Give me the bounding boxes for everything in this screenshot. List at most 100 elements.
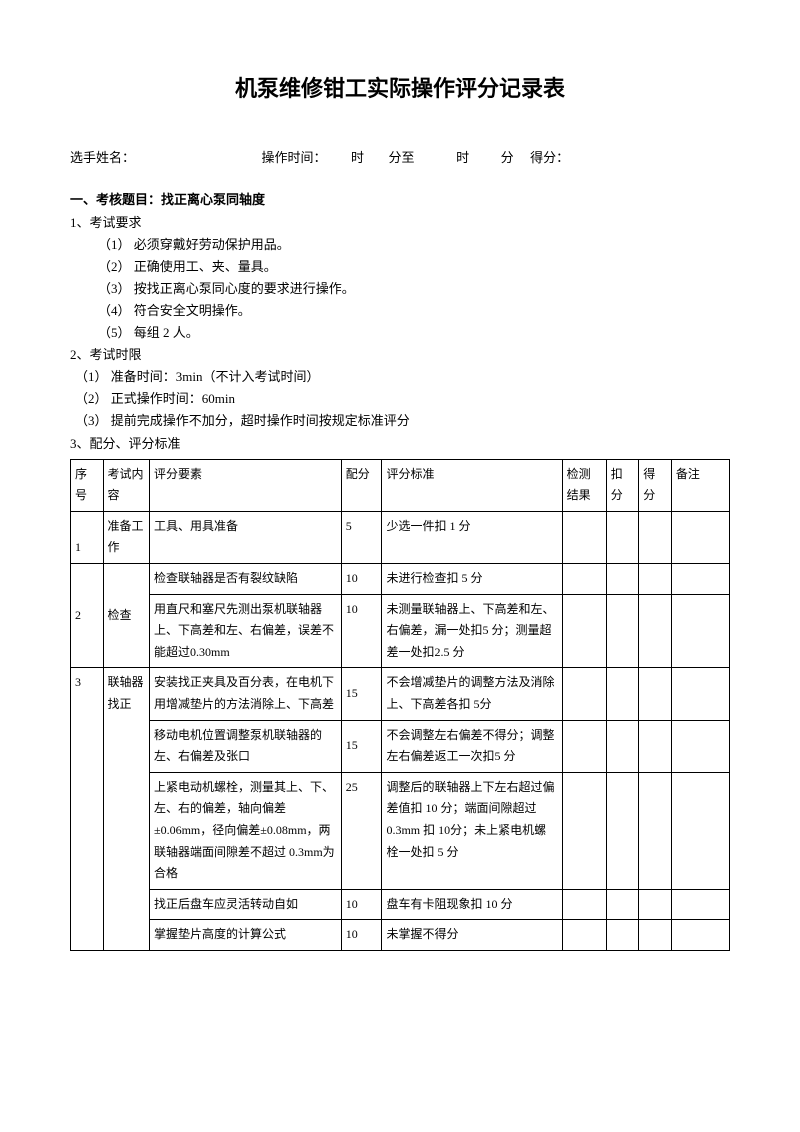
cell-content: 检查 [103, 563, 149, 667]
cell-element: 检查联轴器是否有裂纹缺陷 [150, 563, 342, 594]
cell-get [639, 920, 672, 951]
cell-deduct [606, 594, 639, 668]
cell-seq: 2 [71, 563, 104, 667]
table-row: 上紧电动机螺栓，测量其上、下、左、右的偏差，轴向偏差±0.06mm，径向偏差±0… [71, 772, 730, 889]
item2: 2、考试时限 [70, 344, 730, 366]
cell-result [562, 511, 606, 563]
cell-element: 掌握垫片高度的计算公式 [150, 920, 342, 951]
cell-standard: 不会调整左右偏差不得分；调整左右偏差返工一次扣5 分 [382, 720, 562, 772]
cell-remark [671, 511, 729, 563]
time-m2: 分 [501, 147, 514, 169]
time-m: 分至 [389, 147, 415, 169]
cell-get [639, 668, 672, 720]
cell-standard: 不会增减垫片的调整方法及消除上、下高差各扣 5分 [382, 668, 562, 720]
cell-element: 移动电机位置调整泵机联轴器的左、右偏差及张口 [150, 720, 342, 772]
cell-get [639, 889, 672, 920]
header-element: 评分要素 [150, 459, 342, 511]
header-content: 考试内容 [103, 459, 149, 511]
cell-deduct [606, 668, 639, 720]
sub2: （2） 正确使用工、夹、量具。 [98, 256, 730, 278]
document-title: 机泵维修钳工实际操作评分记录表 [70, 70, 730, 107]
cell-standard: 未掌握不得分 [382, 920, 562, 951]
cell-deduct [606, 920, 639, 951]
sub3: （3） 按找正离心泵同心度的要求进行操作。 [98, 278, 730, 300]
cell-standard: 调整后的联轴器上下左右超过偏差值扣 10 分；端面间隙超过 0.3mm 扣 10… [382, 772, 562, 889]
cell-remark [671, 920, 729, 951]
table-row: 掌握垫片高度的计算公式 10 未掌握不得分 [71, 920, 730, 951]
scoring-table: 序号 考试内容 评分要素 配分 评分标准 检测结果 扣分 得分 备注 1 准备工… [70, 459, 730, 951]
cell-standard: 盘车有卡阻现象扣 10 分 [382, 889, 562, 920]
cell-get [639, 594, 672, 668]
cell-get [639, 511, 672, 563]
cell-deduct [606, 511, 639, 563]
cell-element: 安装找正夹具及百分表，在电机下用增减垫片的方法消除上、下高差 [150, 668, 342, 720]
time-label: 操作时间： [262, 147, 327, 169]
sub1: （1） 必须穿戴好劳动保护用品。 [98, 234, 730, 256]
cell-deduct [606, 772, 639, 889]
cell-remark [671, 720, 729, 772]
table-row: 3 联轴器找正 安装找正夹具及百分表，在电机下用增减垫片的方法消除上、下高差 1… [71, 668, 730, 720]
cell-score: 25 [341, 772, 382, 889]
item1: 1、考试要求 [70, 212, 730, 234]
table-row: 2 检查 检查联轴器是否有裂纹缺陷 10 未进行检查扣 5 分 [71, 563, 730, 594]
cell-get [639, 563, 672, 594]
cell-seq: 1 [71, 511, 104, 563]
cell-result [562, 594, 606, 668]
cell-content: 准备工作 [103, 511, 149, 563]
table-header-row: 序号 考试内容 评分要素 配分 评分标准 检测结果 扣分 得分 备注 [71, 459, 730, 511]
cell-seq: 3 [71, 668, 104, 951]
cell-remark [671, 772, 729, 889]
cell-score: 10 [341, 889, 382, 920]
cell-standard: 少选一件扣 1 分 [382, 511, 562, 563]
cell-result [562, 920, 606, 951]
table-row: 用直尺和塞尺先测出泵机联轴器上、下高差和左、右偏差，误差不能超过0.30mm 1… [71, 594, 730, 668]
cell-score: 5 [341, 511, 382, 563]
cell-result [562, 720, 606, 772]
cell-result [562, 889, 606, 920]
sub7: （2） 正式操作时间：60min [75, 388, 730, 410]
cell-get [639, 720, 672, 772]
cell-deduct [606, 563, 639, 594]
sub8: （3） 提前完成操作不加分，超时操作时间按规定标准评分 [75, 410, 730, 432]
cell-score: 10 [341, 920, 382, 951]
cell-element: 上紧电动机螺栓，测量其上、下、左、右的偏差，轴向偏差±0.06mm，径向偏差±0… [150, 772, 342, 889]
cell-standard: 未进行检查扣 5 分 [382, 563, 562, 594]
cell-score: 15 [341, 720, 382, 772]
sub5: （5） 每组 2 人。 [98, 322, 730, 344]
header-score: 配分 [341, 459, 382, 511]
cell-get [639, 772, 672, 889]
time-h2: 时 [456, 147, 469, 169]
header-result: 检测结果 [562, 459, 606, 511]
cell-content: 联轴器找正 [103, 668, 149, 951]
section1-header: 一、考核题目：找正离心泵同轴度 [70, 189, 730, 211]
cell-result [562, 563, 606, 594]
cell-remark [671, 668, 729, 720]
table-row: 找正后盘车应灵活转动自如 10 盘车有卡阻现象扣 10 分 [71, 889, 730, 920]
cell-result [562, 668, 606, 720]
item3: 3、配分、评分标准 [70, 433, 730, 455]
score-label: 得分： [530, 147, 569, 169]
header-deduct: 扣分 [606, 459, 639, 511]
cell-score: 15 [341, 668, 382, 720]
cell-score: 10 [341, 594, 382, 668]
cell-remark [671, 889, 729, 920]
header-standard: 评分标准 [382, 459, 562, 511]
cell-element: 用直尺和塞尺先测出泵机联轴器上、下高差和左、右偏差，误差不能超过0.30mm [150, 594, 342, 668]
table-row: 移动电机位置调整泵机联轴器的左、右偏差及张口 15 不会调整左右偏差不得分；调整… [71, 720, 730, 772]
table-row: 1 准备工作 工具、用具准备 5 少选一件扣 1 分 [71, 511, 730, 563]
info-line: 选手姓名： 操作时间： 时 分至 时 分 得分： [70, 147, 730, 169]
cell-deduct [606, 720, 639, 772]
cell-deduct [606, 889, 639, 920]
cell-element: 找正后盘车应灵活转动自如 [150, 889, 342, 920]
header-remark: 备注 [671, 459, 729, 511]
cell-element: 工具、用具准备 [150, 511, 342, 563]
cell-result [562, 772, 606, 889]
sub6: （1） 准备时间：3min（不计入考试时间） [75, 366, 730, 388]
cell-remark [671, 563, 729, 594]
cell-standard: 未测量联轴器上、下高差和左、右偏差，漏一处扣5 分；测量超差一处扣2.5 分 [382, 594, 562, 668]
name-label: 选手姓名： [70, 147, 135, 169]
header-get: 得分 [639, 459, 672, 511]
header-seq: 序号 [71, 459, 104, 511]
cell-remark [671, 594, 729, 668]
time-h: 时 [351, 147, 364, 169]
